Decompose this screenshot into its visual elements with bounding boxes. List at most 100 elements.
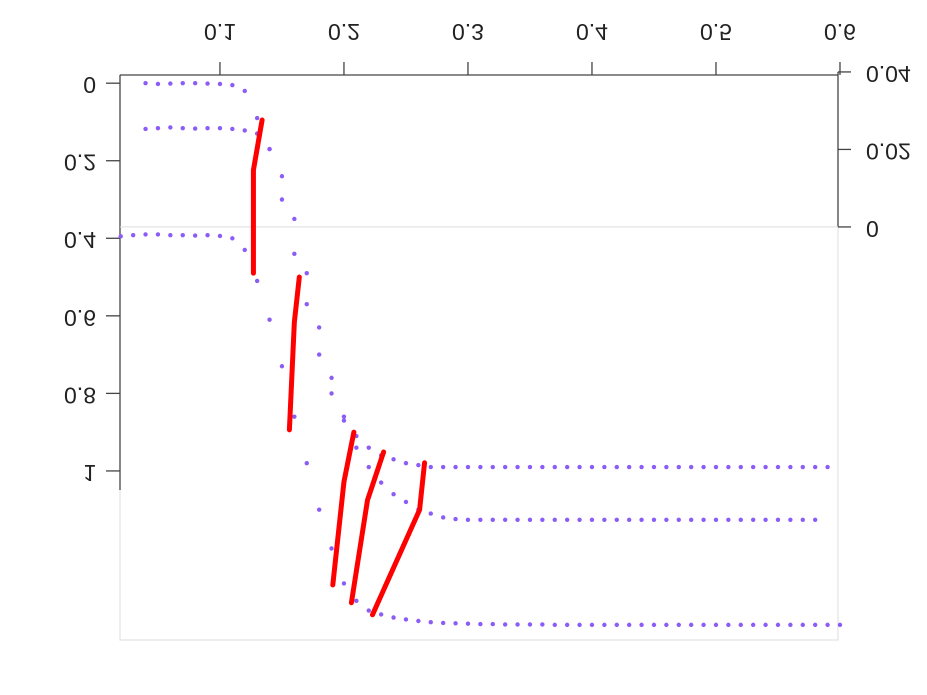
red-line <box>250 117 265 276</box>
point <box>205 81 210 86</box>
point <box>490 464 495 470</box>
point <box>453 621 458 626</box>
point <box>602 464 607 470</box>
plot-frame <box>119 74 839 641</box>
plot: 0.1 0.2 0.3 0.4 0.5 0.6 0 0.2 0.4 0.6 0.8 1 0 0.02 0.0… <box>64 19 911 628</box>
point <box>341 418 347 423</box>
point <box>453 464 458 470</box>
point <box>540 622 545 627</box>
point <box>812 517 818 522</box>
point <box>155 125 161 131</box>
point <box>453 516 458 522</box>
x-tick-label: 0.5 <box>700 19 732 45</box>
point <box>626 517 632 522</box>
x-tick-label: 0.6 <box>824 19 856 45</box>
x-tick-label: 0.1 <box>204 19 236 45</box>
point <box>403 617 409 622</box>
point <box>155 232 161 237</box>
point <box>676 464 681 470</box>
point <box>651 464 657 470</box>
point <box>788 517 793 522</box>
point <box>279 174 285 179</box>
point <box>775 622 781 628</box>
point <box>254 278 260 284</box>
point <box>230 82 235 88</box>
red-line <box>330 429 357 588</box>
point <box>440 515 446 520</box>
red-line <box>286 274 302 433</box>
point <box>416 462 421 468</box>
point <box>230 126 235 132</box>
point <box>205 232 210 238</box>
point <box>552 464 557 470</box>
point <box>329 546 334 551</box>
point <box>726 517 731 522</box>
point <box>589 517 595 522</box>
point <box>168 81 173 86</box>
point <box>664 464 669 470</box>
point <box>416 618 421 624</box>
point <box>242 128 247 133</box>
y2-tick-label: 0.02 <box>866 138 911 164</box>
point <box>143 232 148 237</box>
point <box>775 464 781 470</box>
point <box>428 464 433 470</box>
point <box>465 621 471 626</box>
point <box>676 517 681 522</box>
point <box>775 517 781 522</box>
y-tick-label: 0.2 <box>64 150 96 176</box>
point <box>428 619 433 625</box>
point <box>440 464 446 470</box>
point <box>292 414 297 419</box>
point <box>515 622 520 627</box>
point <box>577 622 582 628</box>
red-line <box>369 460 428 618</box>
point <box>316 507 322 512</box>
x-tick-label: 0.3 <box>452 19 484 45</box>
point <box>502 517 508 522</box>
point <box>688 622 694 628</box>
point <box>763 517 768 522</box>
point <box>738 517 743 522</box>
point <box>515 464 520 470</box>
y2-tick-label: 0.04 <box>866 61 911 87</box>
point <box>750 517 756 522</box>
point <box>763 464 768 470</box>
point <box>564 517 570 522</box>
point <box>788 622 793 628</box>
point <box>750 622 756 628</box>
point <box>614 517 619 522</box>
point <box>651 622 657 628</box>
y-tick-label: 1 <box>83 460 96 486</box>
point <box>267 146 272 152</box>
point <box>192 126 198 131</box>
point <box>304 270 309 276</box>
point <box>168 232 173 238</box>
point <box>540 517 545 522</box>
point <box>763 622 768 628</box>
y-tick-label: 0.6 <box>64 305 96 331</box>
point <box>738 464 743 470</box>
y-tick-label: 0 <box>83 72 96 98</box>
point <box>490 621 495 627</box>
point <box>800 464 805 470</box>
point <box>478 464 483 470</box>
point <box>626 464 632 470</box>
point <box>490 517 495 522</box>
point <box>527 517 533 522</box>
point <box>701 464 706 470</box>
point <box>527 622 533 627</box>
point <box>168 125 173 130</box>
point <box>366 464 371 470</box>
point <box>254 115 260 121</box>
point <box>800 517 805 522</box>
point <box>639 464 644 470</box>
point <box>180 125 185 131</box>
point <box>738 622 743 628</box>
point <box>812 464 818 470</box>
point <box>428 511 433 516</box>
y2-tick-label: 0 <box>866 216 879 242</box>
point <box>701 517 706 522</box>
point <box>391 492 396 497</box>
point <box>366 608 371 613</box>
